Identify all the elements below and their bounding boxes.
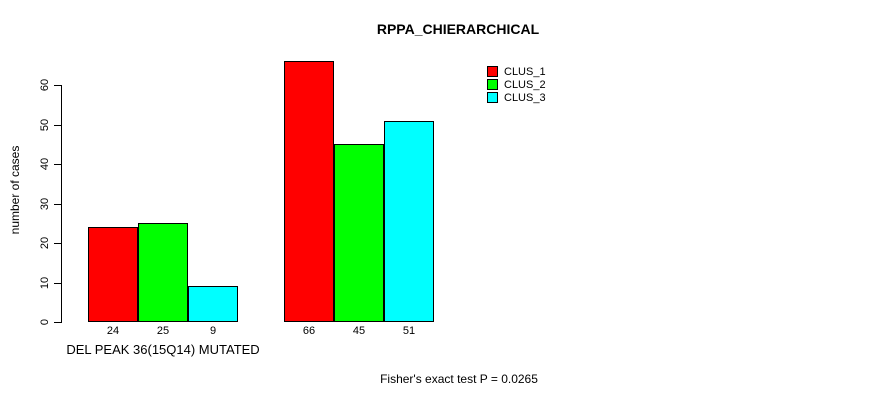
- y-axis-line: [61, 85, 62, 323]
- legend-label: CLUS_2: [504, 78, 546, 91]
- y-axis-tick: [54, 322, 61, 323]
- y-axis-tick: [54, 243, 61, 244]
- bar-clus_1-group1: [88, 227, 138, 322]
- legend-row: CLUS_2: [487, 78, 546, 91]
- bar-value-label: 45: [352, 325, 366, 337]
- y-axis-tick: [54, 85, 61, 86]
- y-axis-tick: [54, 125, 61, 126]
- y-axis-tick-label: 0: [39, 318, 51, 326]
- bar-value-label: 66: [302, 325, 316, 337]
- y-axis-tick-label: 60: [39, 78, 51, 92]
- bar-clus_2-group2: [334, 144, 384, 322]
- bar-value-label: 24: [106, 325, 120, 337]
- legend-swatch-clus_1: [487, 66, 498, 77]
- bar-value-label: 51: [402, 325, 416, 337]
- y-axis-tick-label: 40: [39, 157, 51, 171]
- bar-value-label: 25: [156, 325, 170, 337]
- legend-label: CLUS_3: [504, 91, 546, 104]
- footer-annotation: Fisher's exact test P = 0.0265: [380, 372, 538, 386]
- y-axis-tick-label: 10: [39, 276, 51, 290]
- y-axis-tick: [54, 283, 61, 284]
- bar-clus_3-group2: [384, 121, 434, 322]
- y-axis-label: number of cases: [8, 145, 22, 235]
- bar-clus_2-group1: [138, 223, 188, 322]
- legend: CLUS_1 CLUS_2 CLUS_3: [487, 65, 546, 104]
- bar-clus_3-group1: [188, 286, 238, 322]
- group-label: DEL PEAK 36(15Q14) MUTATED: [66, 342, 260, 357]
- y-axis-tick-label: 50: [39, 118, 51, 132]
- legend-swatch-clus_3: [487, 92, 498, 103]
- chart-title: RPPA_CHIERARCHICAL: [376, 21, 540, 37]
- y-axis-tick: [54, 204, 61, 205]
- bar-value-label: 9: [209, 325, 217, 337]
- y-axis-tick-label: 20: [39, 236, 51, 250]
- legend-swatch-clus_2: [487, 79, 498, 90]
- y-axis-tick: [54, 164, 61, 165]
- legend-row: CLUS_1: [487, 65, 546, 78]
- bar-clus_1-group2: [284, 61, 334, 322]
- legend-label: CLUS_1: [504, 65, 546, 78]
- legend-row: CLUS_3: [487, 91, 546, 104]
- y-axis-tick-label: 30: [39, 197, 51, 211]
